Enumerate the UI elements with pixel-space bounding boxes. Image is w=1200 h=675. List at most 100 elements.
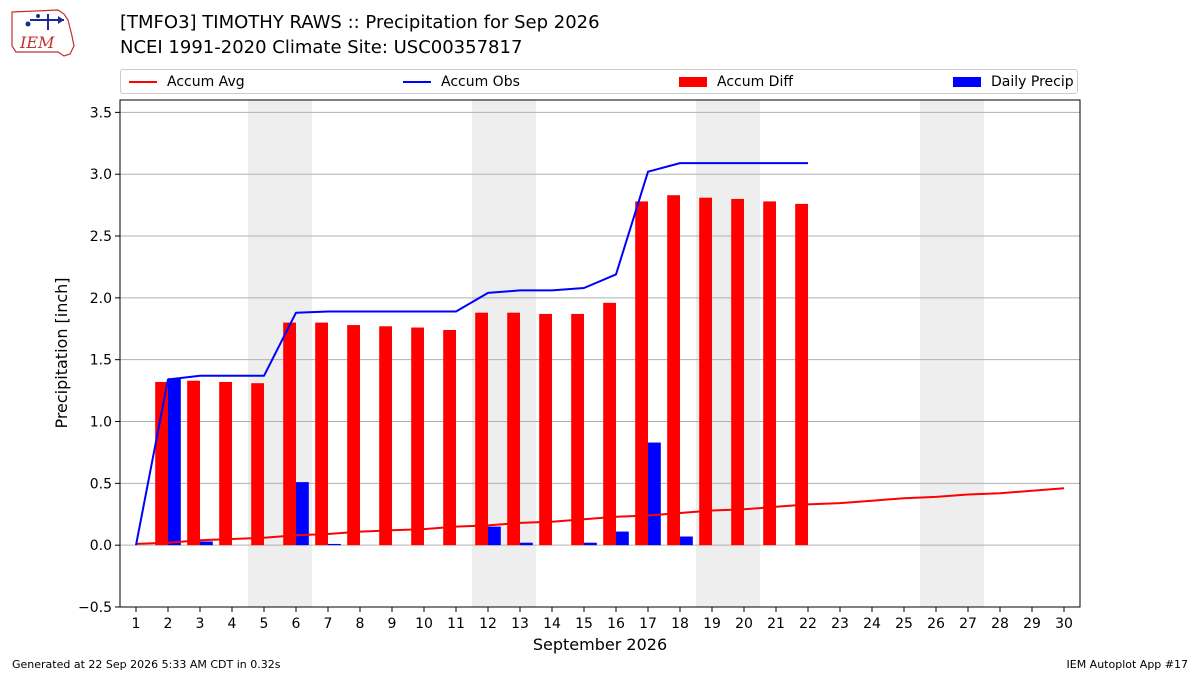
x-tick-label: 10: [415, 616, 433, 632]
x-tick-label: 18: [671, 616, 689, 632]
legend-label-accum-obs: Accum Obs: [441, 73, 520, 90]
x-tick-label: 2: [164, 616, 173, 632]
accum-diff-bar: [539, 313, 552, 546]
accum-diff-bar: [795, 203, 808, 546]
x-tick-label: 24: [863, 616, 881, 632]
series-lines: [135, 162, 1065, 546]
iem-logo: IEM: [11, 9, 75, 57]
legend-label-daily-precip: Daily Precip: [991, 73, 1074, 90]
x-tick-label: 29: [1023, 616, 1041, 632]
x-tick-label: 9: [388, 616, 397, 632]
accum-avg-line: [135, 487, 1065, 545]
axis-ticks: −0.50.00.51.01.52.02.53.03.51 2 3 4 5 6 7 8 9 10 1…: [78, 105, 1073, 632]
daily-precip-bar: [520, 542, 533, 546]
accum-obs-line: [135, 162, 808, 546]
legend-item-accum-diff: Accum Diff: [679, 70, 793, 93]
accum-diff-bar: [635, 201, 648, 546]
accum-diff-bar: [187, 380, 200, 546]
footer-generated-text: Generated at 22 Sep 2026 5:33 AM CDT in …: [12, 658, 281, 671]
x-tick-label: 14: [543, 616, 561, 632]
x-tick-label: 22: [799, 616, 817, 632]
y-tick-label: 2.5: [90, 229, 112, 245]
accum-diff-bar: [443, 330, 456, 546]
chart-subtitle: NCEI 1991-2020 Climate Site: USC00357817: [120, 37, 523, 58]
x-tick-label: 19: [703, 616, 721, 632]
x-tick-label: 26: [927, 616, 945, 632]
x-tick-label: 27: [959, 616, 977, 632]
legend: Accum Avg Accum Obs Accum Diff Daily Pre…: [120, 69, 1078, 94]
accum-diff-bar: [411, 327, 424, 546]
y-tick-label: 0.0: [90, 538, 112, 554]
legend-item-accum-obs: Accum Obs: [403, 70, 520, 93]
accum-diff-bar: [219, 381, 232, 546]
x-tick-label: 28: [991, 616, 1009, 632]
chart-title: [TMFO3] TIMOTHY RAWS :: Precipitation fo…: [120, 12, 600, 33]
daily-precip-bar: [616, 531, 629, 546]
x-tick-label: 8: [356, 616, 365, 632]
accum-diff-bar: [699, 197, 712, 546]
legend-item-accum-avg: Accum Avg: [129, 70, 245, 93]
x-tick-label: 3: [196, 616, 205, 632]
y-axis-label: Precipitation [inch]: [52, 277, 71, 428]
gridlines: [120, 111, 1080, 608]
accum-diff-bar: [763, 201, 776, 546]
x-tick-label: 21: [767, 616, 785, 632]
x-tick-label: 20: [735, 616, 753, 632]
x-tick-label: 25: [895, 616, 913, 632]
accum-diff-bar: [603, 302, 616, 546]
x-tick-label: 12: [479, 616, 497, 632]
weather-station-icon: [25, 14, 64, 30]
accum-diff-bar: [731, 198, 744, 546]
x-tick-label: 1: [132, 616, 141, 632]
x-tick-label: 15: [575, 616, 593, 632]
accum-diff-bar: [667, 195, 680, 546]
legend-item-daily-precip: Daily Precip: [953, 70, 1074, 93]
legend-swatch-accum-avg: [129, 80, 157, 83]
legend-swatch-accum-obs: [403, 80, 431, 83]
x-tick-label: 5: [260, 616, 269, 632]
daily-precip-bar: [488, 526, 501, 546]
y-tick-label: −0.5: [78, 600, 112, 616]
x-tick-label: 23: [831, 616, 849, 632]
accum-diff-bar: [251, 383, 264, 546]
accum-diff-bar: [315, 322, 328, 546]
x-tick-label: 30: [1055, 616, 1073, 632]
accum-diff-bar: [155, 381, 168, 546]
x-tick-label: 17: [639, 616, 657, 632]
logo-text: IEM: [19, 33, 55, 52]
footer-app-text: IEM Autoplot App #17: [1066, 658, 1189, 671]
accum-diff-bar: [347, 325, 360, 546]
x-tick-label: 11: [447, 616, 465, 632]
daily-precip-bar: [328, 543, 341, 546]
y-tick-label: 1.5: [90, 353, 112, 369]
accum-diff-bar: [475, 312, 488, 546]
y-tick-label: 3.0: [90, 167, 112, 183]
daily-precip-bar: [200, 541, 213, 546]
y-tick-label: 2.0: [90, 291, 112, 307]
plot-frame: [119, 99, 1081, 608]
x-tick-label: 16: [607, 616, 625, 632]
x-tick-label: 4: [228, 616, 237, 632]
x-tick-label: 13: [511, 616, 529, 632]
legend-label-accum-avg: Accum Avg: [167, 73, 245, 90]
x-axis-label: September 2026: [533, 635, 667, 654]
weekend-shade-band: [920, 100, 984, 607]
accum-diff-bar: [571, 313, 584, 546]
bars: [155, 195, 808, 546]
accum-diff-bar: [507, 312, 520, 546]
y-tick-label: 3.5: [90, 105, 112, 121]
legend-label-accum-diff: Accum Diff: [717, 73, 794, 90]
daily-precip-bar: [168, 378, 181, 546]
x-tick-label: 6: [292, 616, 301, 632]
y-tick-label: 0.5: [90, 476, 112, 492]
accum-diff-bar: [283, 322, 296, 546]
daily-precip-bar: [680, 536, 693, 546]
daily-precip-bar: [296, 482, 309, 546]
legend-swatch-daily-precip: [953, 76, 981, 87]
accum-diff-bar: [379, 326, 392, 546]
legend-swatch-accum-diff: [679, 76, 707, 87]
y-tick-label: 1.0: [90, 415, 112, 431]
daily-precip-bar: [584, 542, 597, 546]
x-tick-label: 7: [324, 616, 333, 632]
